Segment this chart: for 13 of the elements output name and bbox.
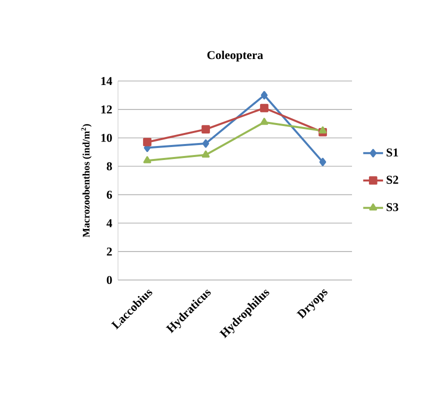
legend-label: S2	[386, 176, 398, 184]
y-tick-label: 14	[101, 77, 112, 85]
legend-label: S3	[386, 203, 398, 212]
y-axis-title: Macrozoobenthos (ind/m$^{2}$)	[81, 124, 92, 238]
y-tick-label: 10	[101, 134, 112, 142]
y-tick-label: 0	[106, 276, 112, 284]
y-tick-label: 6	[106, 190, 112, 199]
y-tick-label: 2	[106, 248, 112, 256]
legend-label: S1	[386, 148, 398, 156]
y-tick-label: 8	[106, 162, 112, 170]
y-tick-label: 12	[101, 105, 112, 114]
y-tick-label: 4	[106, 219, 112, 228]
chart-title: Coleoptera	[207, 50, 264, 62]
